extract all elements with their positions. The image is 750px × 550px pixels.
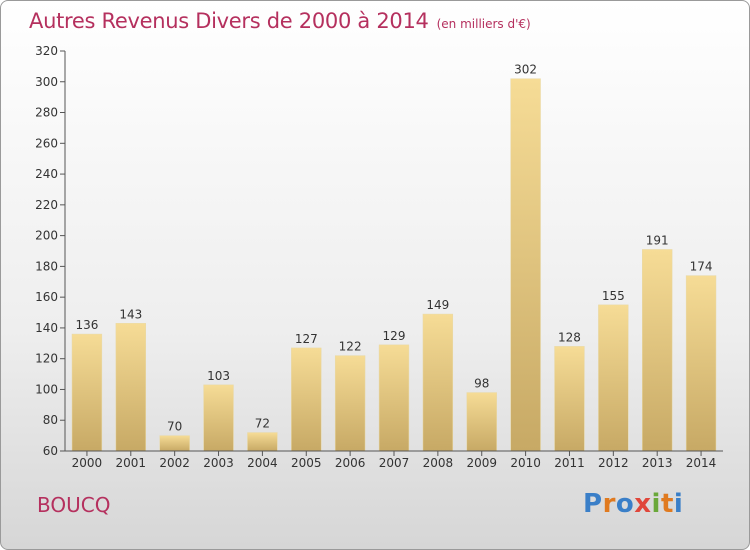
bar-value-label: 98 xyxy=(474,377,489,391)
x-tick-label: 2005 xyxy=(291,456,322,470)
bar-2002 xyxy=(159,435,190,452)
y-tick-label: 180 xyxy=(35,259,58,273)
x-tick-label: 2011 xyxy=(554,456,585,470)
x-tick-label: 2004 xyxy=(247,456,278,470)
x-tick-label: 2001 xyxy=(116,456,147,470)
bars: 136 143 70 103 72 127 122 129 149 98 302 128 155 191 1… xyxy=(71,63,717,452)
bar-2005 xyxy=(291,347,322,452)
x-tick-label: 2013 xyxy=(642,456,673,470)
bar-2006 xyxy=(334,355,366,452)
chart-title: Autres Revenus Divers de 2000 à 2014 (en … xyxy=(29,9,531,33)
bar-2003 xyxy=(203,384,234,452)
bar-value-label: 174 xyxy=(690,260,713,274)
bar-2012 xyxy=(598,304,629,452)
y-tick-label: 140 xyxy=(35,321,58,335)
chart-unit-note: (en milliers d'€) xyxy=(436,17,531,31)
x-tick-label: 2010 xyxy=(510,456,541,470)
y-tick-label: 200 xyxy=(35,229,58,243)
y-tick-label: 60 xyxy=(43,444,58,458)
x-tick-label: 2009 xyxy=(466,456,497,470)
y-tick-label: 260 xyxy=(35,136,58,150)
x-tick-label: 2002 xyxy=(159,456,190,470)
bar-value-label: 155 xyxy=(602,289,625,303)
bar-2004 xyxy=(247,432,278,452)
bar-2010 xyxy=(510,78,541,452)
bar-2000 xyxy=(71,333,103,452)
bar-2008 xyxy=(422,313,454,452)
x-tick-label: 2000 xyxy=(72,456,103,470)
y-tick-label: 300 xyxy=(35,75,58,89)
y-tick-label: 320 xyxy=(35,44,58,58)
bar-2013 xyxy=(642,249,673,452)
y-tick-label: 240 xyxy=(35,167,58,181)
bar-value-label: 129 xyxy=(383,329,406,343)
y-tick-label: 120 xyxy=(35,352,58,366)
bar-value-label: 127 xyxy=(295,332,318,346)
x-tick-label: 2003 xyxy=(203,456,234,470)
y-tick-label: 160 xyxy=(35,290,58,304)
x-tick-label: 2014 xyxy=(686,456,717,470)
bar-value-label: 70 xyxy=(167,420,182,434)
bar-value-label: 143 xyxy=(119,307,142,321)
commune-name: BOUCQ xyxy=(37,493,111,517)
bar-value-label: 149 xyxy=(426,298,449,312)
y-tick-label: 280 xyxy=(35,106,58,120)
y-axis: 60 80 100 120 140 160 180 200 220 240 260 280 300 320 xyxy=(35,44,66,458)
bar-2009 xyxy=(466,392,497,452)
proxiti-logo: Proxiti xyxy=(583,489,684,519)
y-tick-label: 100 xyxy=(35,382,58,396)
bar-2014 xyxy=(685,275,717,452)
chart-title-text: Autres Revenus Divers de 2000 à 2014 xyxy=(29,9,429,33)
bar-value-label: 72 xyxy=(255,417,270,431)
x-tick-label: 2012 xyxy=(598,456,629,470)
x-axis: 2000 2001 2002 2003 2004 2005 2006 2007 2008 2009… xyxy=(65,450,723,470)
bar-2011 xyxy=(554,346,585,452)
bar-value-label: 103 xyxy=(207,369,230,383)
bar-value-label: 191 xyxy=(646,233,669,247)
bar-value-label: 128 xyxy=(558,330,581,344)
bar-2001 xyxy=(115,323,146,452)
x-tick-label: 2006 xyxy=(335,456,366,470)
y-tick-label: 80 xyxy=(43,413,58,427)
x-tick-label: 2008 xyxy=(423,456,454,470)
bar-value-label: 302 xyxy=(514,63,537,77)
y-tick-label: 220 xyxy=(35,198,58,212)
x-tick-label: 2007 xyxy=(379,456,410,470)
bar-value-label: 122 xyxy=(339,340,362,354)
bar-value-label: 136 xyxy=(75,318,98,332)
bar-2007 xyxy=(378,344,410,452)
